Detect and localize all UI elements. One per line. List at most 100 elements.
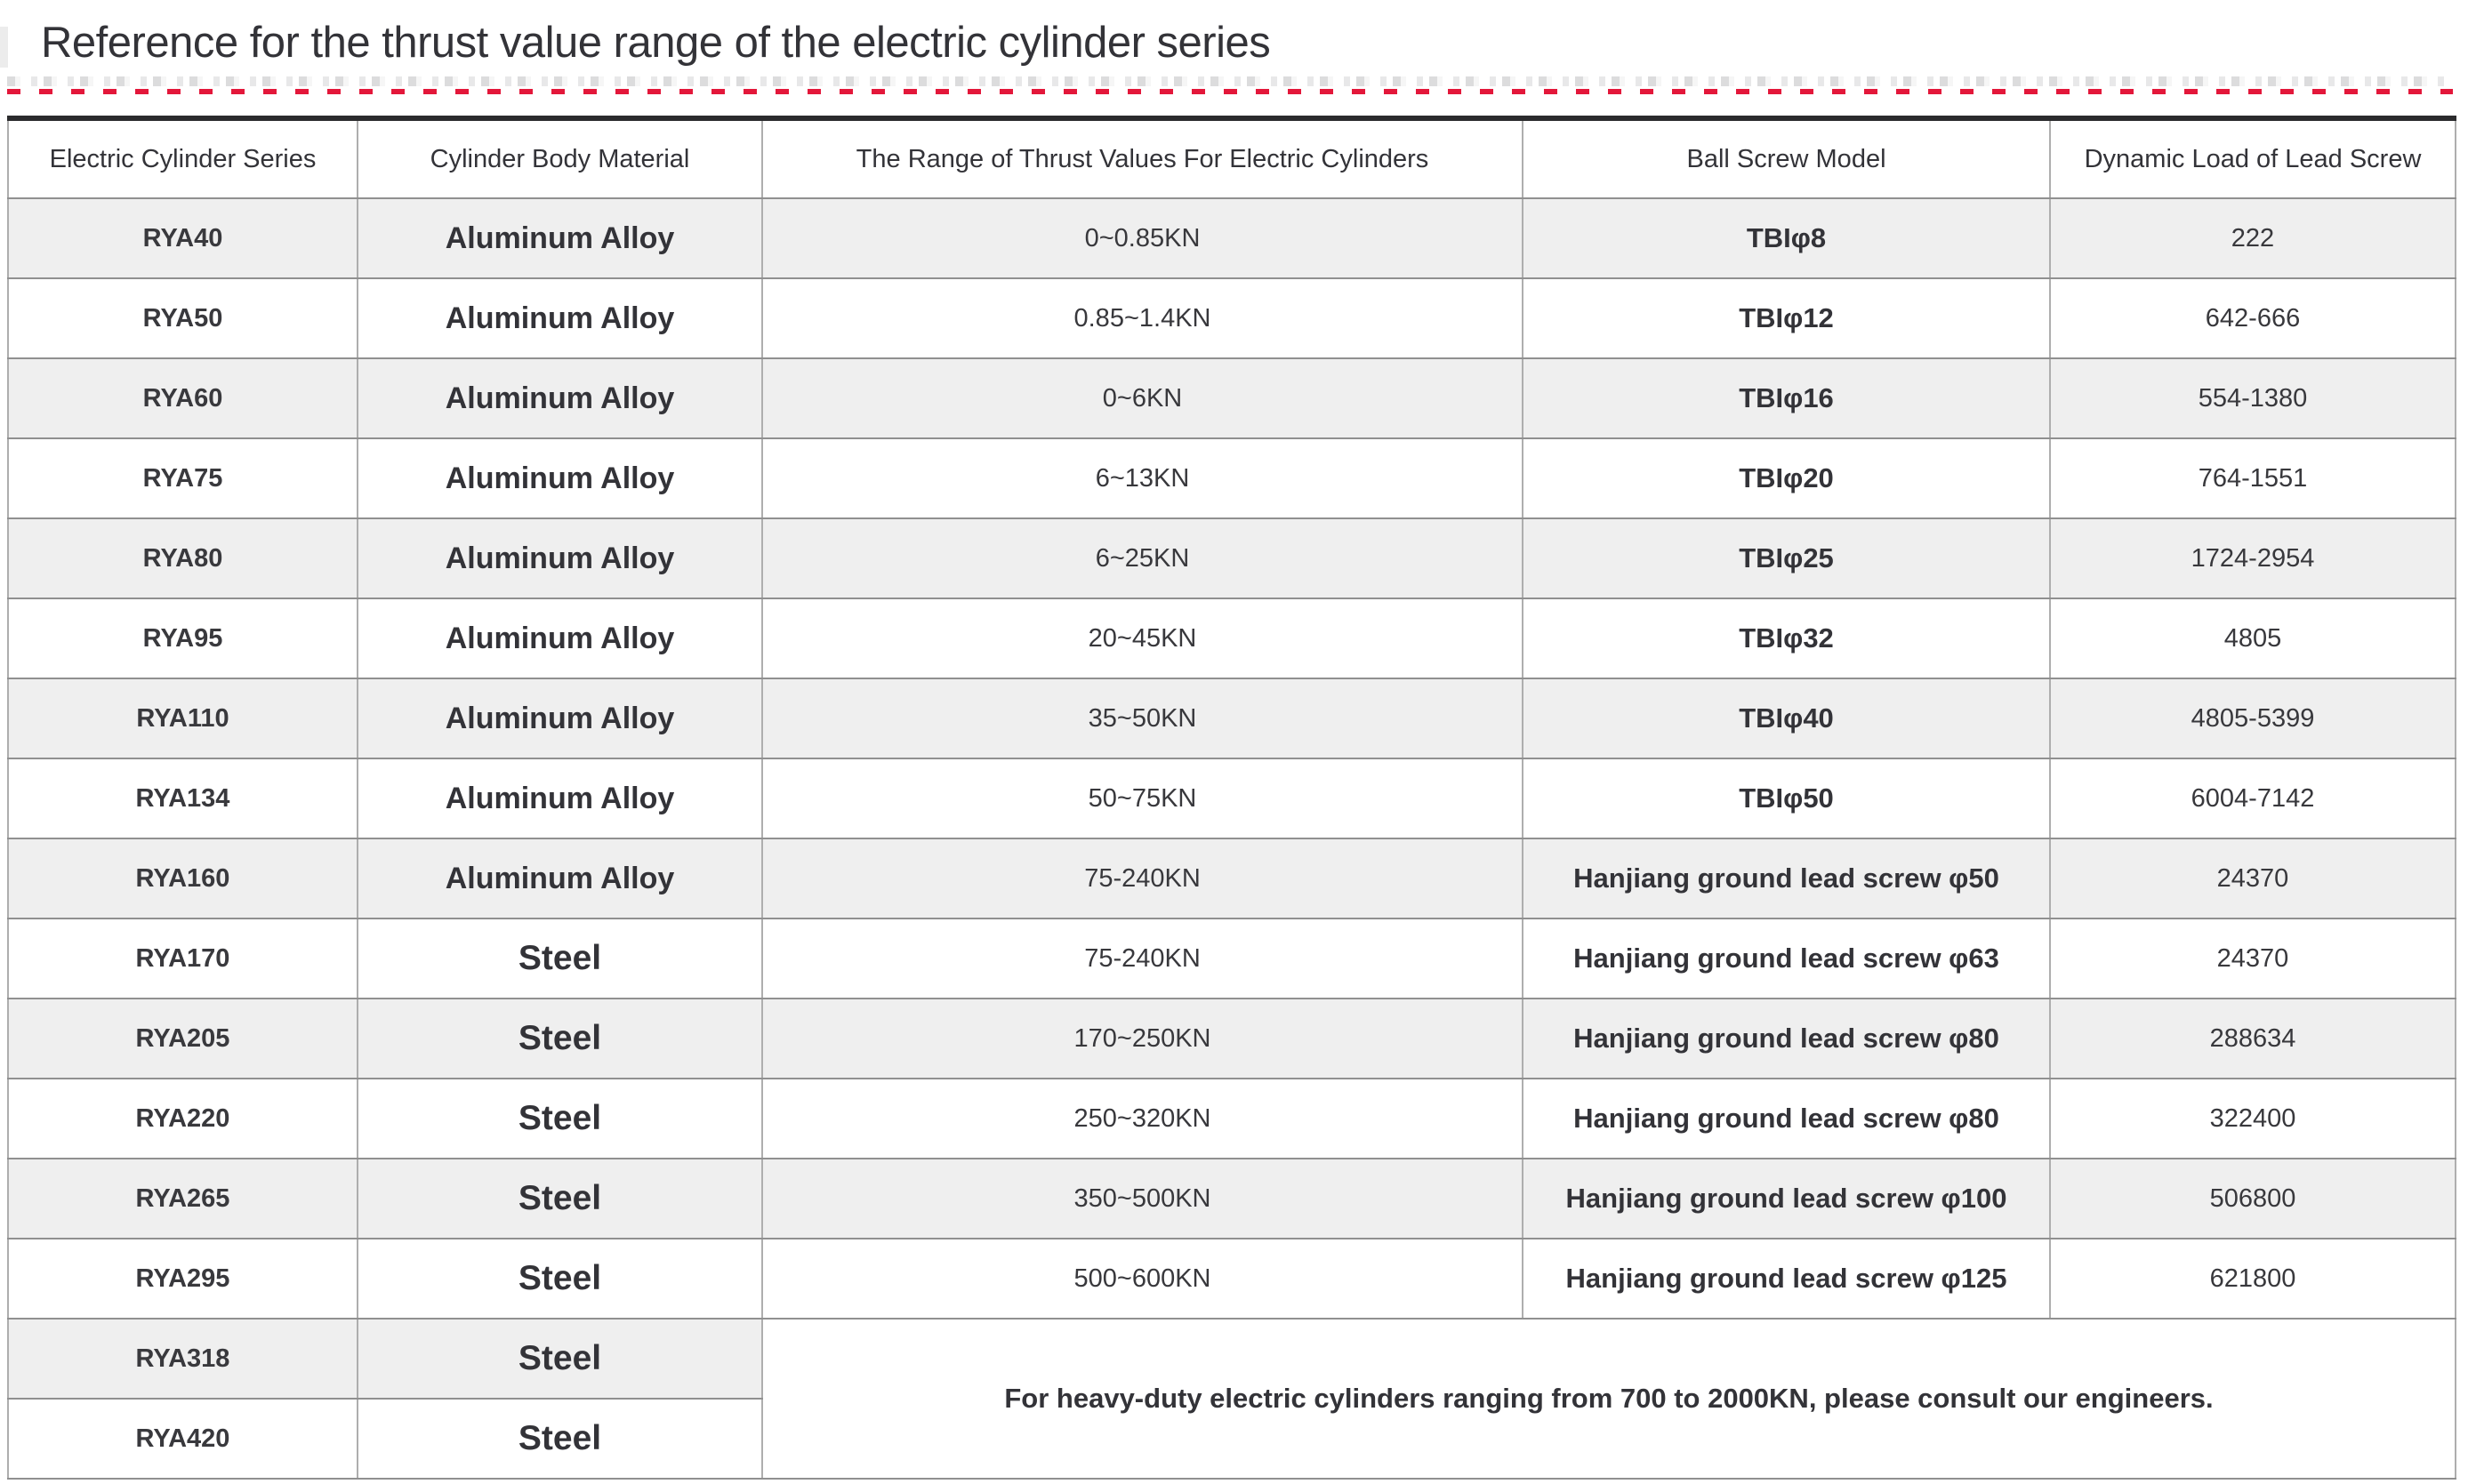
material-cell: Steel [357,918,762,999]
screw-model-cell: TBIφ32 [1522,598,2050,679]
table-row: RYA80 Aluminum Alloy 6~25KN TBIφ25 1724-2954 [7,518,2456,599]
series-cell: RYA40 [7,198,358,279]
series-cell: RYA60 [7,358,358,439]
material-cell: Aluminum Alloy [357,358,762,439]
series-cell: RYA75 [7,438,358,519]
table-row: RYA160 Aluminum Alloy 75-240KN Hanjiang gro… [7,838,2456,919]
table-row: RYA318 Steel For heavy-duty electric cylin… [7,1319,2456,1480]
thrust-range-cell: 35~50KN [761,678,1523,759]
material-cell: Steel [357,1399,763,1480]
table-row: RYA50 Aluminum Alloy 0.85~1.4KN TBIφ12 642-6… [7,278,2456,359]
dynamic-load-cell: 222 [2049,198,2456,279]
red-dashed-divider [7,89,2453,94]
material-cell: Aluminum Alloy [357,518,762,599]
screw-model-cell: Hanjiang ground lead screw φ125 [1522,1239,2050,1320]
dynamic-load-cell: 554-1380 [2049,358,2456,439]
material-cell: Steel [357,1239,762,1320]
dynamic-load-cell: 764-1551 [2049,438,2456,519]
screw-model-cell: Hanjiang ground lead screw φ63 [1522,918,2050,999]
column-header-screw-model: Ball Screw Model [1522,118,2050,199]
table-row: RYA220 Steel 250~320KN Hanjiang ground lead… [7,1079,2456,1159]
table-row: RYA110 Aluminum Alloy 35~50KN TBIφ40 4805-53… [7,678,2456,759]
screw-model-cell: Hanjiang ground lead screw φ100 [1522,1159,2050,1239]
table-row: RYA95 Aluminum Alloy 20~45KN TBIφ32 4805 [7,598,2456,679]
table-header: Electric Cylinder Series Cylinder Body M… [7,118,2456,199]
series-cell: RYA220 [7,1079,358,1159]
table-row: RYA420 Steel [7,1399,2456,1480]
series-cell: RYA160 [7,838,358,919]
thrust-range-cell: 0~6KN [761,358,1523,439]
screw-model-cell: TBIφ50 [1522,758,2050,839]
thrust-range-cell: 170~250KN [761,999,1523,1079]
series-cell: RYA295 [7,1239,358,1320]
dynamic-load-cell: 288634 [2049,999,2456,1079]
dynamic-load-cell: 24370 [2049,918,2456,999]
material-cell: Aluminum Alloy [357,678,762,759]
header-row: Electric Cylinder Series Cylinder Body M… [7,118,2456,199]
heavy-duty-note-cell: For heavy-duty electric cylinders rangin… [761,1319,2456,1480]
screw-model-cell: TBIφ8 [1522,198,2050,279]
table-row: RYA295 Steel 500~600KN Hanjiang ground lead… [7,1239,2456,1320]
series-cell: RYA205 [7,999,358,1079]
material-cell: Aluminum Alloy [357,278,762,359]
thrust-reference-table: Electric Cylinder Series Cylinder Body M… [7,116,2456,1480]
series-cell: RYA170 [7,918,358,999]
series-cell: RYA80 [7,518,358,599]
thrust-range-cell: 75-240KN [761,918,1523,999]
faded-text-artifact [7,76,2449,86]
column-header-thrust-range: The Range of Thrust Values For Electric … [761,118,1523,199]
table-body: RYA40 Aluminum Alloy 0~0.85KN TBIφ8 222 RYA50… [7,198,2456,1480]
dynamic-load-cell: 24370 [2049,838,2456,919]
screw-model-cell: Hanjiang ground lead screw φ80 [1522,1079,2050,1159]
thrust-range-cell: 500~600KN [761,1239,1523,1320]
thrust-range-cell: 350~500KN [761,1159,1523,1239]
dynamic-load-cell: 4805-5399 [2049,678,2456,759]
table-row: RYA60 Aluminum Alloy 0~6KN TBIφ16 554-1380 [7,358,2456,439]
series-cell: RYA110 [7,678,358,759]
table-row: RYA40 Aluminum Alloy 0~0.85KN TBIφ8 222 [7,198,2456,279]
table-row: RYA205 Steel 170~250KN Hanjiang ground lead… [7,999,2456,1079]
material-cell: Aluminum Alloy [357,598,762,679]
material-cell: Steel [357,1079,762,1159]
dynamic-load-cell: 621800 [2049,1239,2456,1320]
thrust-range-cell: 50~75KN [761,758,1523,839]
column-header-dynamic-load: Dynamic Load of Lead Screw [2049,118,2456,199]
dynamic-load-cell: 322400 [2049,1079,2456,1159]
series-cell: RYA134 [7,758,358,839]
table-row: RYA170 Steel 75-240KN Hanjiang ground lead … [7,918,2456,999]
screw-model-cell: TBIφ12 [1522,278,2050,359]
thrust-range-cell: 0~0.85KN [761,198,1523,279]
series-cell: RYA50 [7,278,358,359]
screw-model-cell: TBIφ20 [1522,438,2050,519]
screw-model-cell: TBIφ40 [1522,678,2050,759]
left-edge-artifact [0,27,8,68]
material-cell: Aluminum Alloy [357,838,762,919]
dynamic-load-cell: 1724-2954 [2049,518,2456,599]
column-header-series: Electric Cylinder Series [7,118,358,199]
series-cell: RYA95 [7,598,358,679]
material-cell: Steel [357,999,762,1079]
table-row: RYA75 Aluminum Alloy 6~13KN TBIφ20 764-1551 [7,438,2456,519]
screw-model-cell: Hanjiang ground lead screw φ50 [1522,838,2050,919]
table-row: RYA134 Aluminum Alloy 50~75KN TBIφ50 6004-71… [7,758,2456,839]
thrust-range-cell: 0.85~1.4KN [761,278,1523,359]
thrust-range-cell: 75-240KN [761,838,1523,919]
table-row: RYA265 Steel 350~500KN Hanjiang ground lead… [7,1159,2456,1239]
dynamic-load-cell: 642-666 [2049,278,2456,359]
material-cell: Aluminum Alloy [357,198,762,279]
dynamic-load-cell: 506800 [2049,1159,2456,1239]
screw-model-cell: TBIφ25 [1522,518,2050,599]
material-cell: Aluminum Alloy [357,758,762,839]
column-header-material: Cylinder Body Material [357,118,762,199]
dynamic-load-cell: 4805 [2049,598,2456,679]
dynamic-load-cell: 6004-7142 [2049,758,2456,839]
thrust-range-cell: 250~320KN [761,1079,1523,1159]
page-title: Reference for the thrust value range of … [41,19,1271,67]
series-cell: RYA318 [7,1319,358,1400]
material-cell: Steel [357,1159,762,1239]
screw-model-cell: TBIφ16 [1522,358,2050,439]
series-cell: RYA420 [7,1399,358,1480]
screw-model-cell: Hanjiang ground lead screw φ80 [1522,999,2050,1079]
thrust-range-cell: 6~13KN [761,438,1523,519]
